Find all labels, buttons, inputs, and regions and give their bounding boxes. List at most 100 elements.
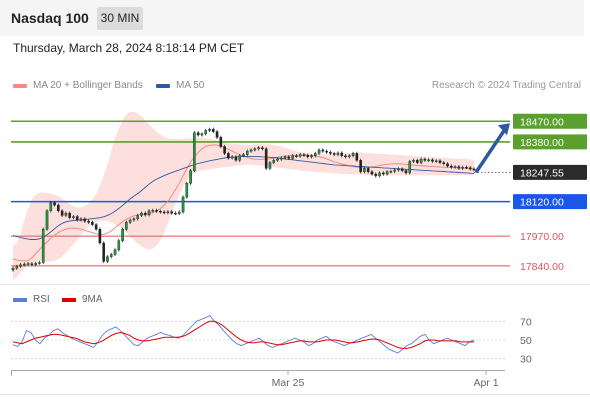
- candle-body: [378, 172, 381, 177]
- candle-body: [344, 155, 347, 158]
- last-price-tag: [513, 164, 587, 180]
- level-tag-1: [513, 134, 587, 150]
- candle-body: [298, 154, 302, 157]
- candle-body: [132, 218, 136, 221]
- rsi-swatch: [13, 297, 27, 302]
- candle-body: [143, 212, 147, 216]
- candle-body: [442, 162, 446, 164]
- candle-body: [68, 212, 71, 218]
- candle-body: [193, 132, 196, 171]
- candle-body: [291, 155, 294, 159]
- candle-body: [64, 212, 68, 216]
- candle-body: [189, 170, 192, 184]
- candle-body: [317, 149, 321, 154]
- candle-body: [181, 196, 185, 213]
- candle-body: [162, 211, 166, 214]
- legend-ma50: MA 50: [156, 80, 204, 91]
- legend-9ma: 9MA: [62, 294, 103, 305]
- legend-rsi: RSI: [13, 294, 50, 305]
- candle-body: [75, 216, 79, 221]
- candle-body: [340, 152, 344, 156]
- candle-body: [276, 158, 279, 161]
- candle-body: [419, 158, 423, 163]
- candle-body: [57, 204, 60, 212]
- candle-body: [159, 211, 162, 213]
- candle-body: [257, 147, 260, 150]
- candle-body: [34, 262, 37, 265]
- bb-label: MA 20 + Bollinger Bands: [33, 80, 143, 91]
- candle-body: [268, 162, 272, 169]
- candle-body: [363, 168, 366, 172]
- candle-body: [215, 131, 219, 138]
- candle-body: [382, 172, 385, 175]
- candle-body: [155, 210, 158, 212]
- level-tag-0: [513, 113, 587, 129]
- candle-body: [200, 133, 204, 136]
- candle-body: [26, 263, 30, 265]
- candle-body: [321, 149, 325, 152]
- candle-body: [427, 159, 430, 162]
- candle-body: [261, 147, 264, 150]
- candle-body: [272, 160, 276, 163]
- candle-body: [457, 166, 461, 169]
- candle-body: [147, 210, 151, 216]
- candle-body: [117, 240, 121, 251]
- candle-body: [461, 166, 464, 169]
- candle-body: [94, 224, 98, 230]
- candle-body: [329, 152, 332, 154]
- bb-swatch: [13, 83, 27, 88]
- candle-body: [30, 263, 34, 265]
- candle-body: [332, 153, 336, 155]
- candle-body: [234, 156, 238, 161]
- candle-body: [140, 212, 143, 216]
- candle-body: [211, 129, 215, 132]
- timeframe-button[interactable]: 30 MIN: [97, 7, 143, 30]
- level-tag-2: [513, 194, 587, 210]
- candle-body: [106, 256, 109, 262]
- candle-body: [219, 137, 223, 147]
- candle-body: [393, 169, 396, 172]
- candle-body: [249, 149, 253, 152]
- level-label-0: 18470.00: [520, 116, 564, 128]
- credit-text: Research © 2024 Trading Central: [431, 80, 581, 91]
- candle-body: [91, 222, 94, 225]
- candle-body: [370, 171, 374, 175]
- candle-body: [468, 167, 472, 170]
- candle-body: [389, 171, 393, 173]
- rsi-line: [12, 315, 475, 354]
- candle-body: [453, 166, 457, 168]
- candle-body: [446, 163, 449, 167]
- candle-body: [136, 215, 139, 220]
- candle-body: [434, 160, 438, 162]
- candle-body: [366, 168, 370, 172]
- candle-body: [177, 211, 181, 214]
- timestamp: Thursday, March 28, 2024 8:18:14 PM CET: [13, 41, 245, 55]
- ma9-swatch: [62, 297, 76, 302]
- candle-body: [283, 156, 287, 159]
- candle-body: [325, 150, 328, 153]
- instrument-title: Nasdaq 100: [11, 10, 89, 26]
- candle-body: [128, 219, 132, 223]
- bollinger-band: [13, 111, 474, 280]
- rsi-tick-50: 50: [520, 335, 532, 347]
- x-tick-label-1: Apr 1: [473, 377, 498, 389]
- candle-body: [279, 157, 283, 160]
- x-tick-label-0: Mar 25: [272, 377, 305, 389]
- candle-body: [151, 210, 155, 212]
- candle-body: [196, 132, 200, 136]
- level-label-2: 18120.00: [520, 197, 564, 209]
- header-bar: Nasdaq 100 30 MIN: [0, 0, 584, 36]
- candle-body: [170, 211, 174, 214]
- forecast-arrow-line: [474, 128, 507, 174]
- candle-body: [79, 218, 83, 221]
- candle-body: [53, 202, 56, 206]
- candle-body: [385, 171, 389, 175]
- candle-body: [98, 228, 102, 244]
- candle-body: [38, 262, 41, 264]
- candle-body: [302, 154, 306, 156]
- candle-body: [351, 153, 355, 156]
- candle-body: [404, 170, 408, 174]
- candle-body: [264, 148, 268, 169]
